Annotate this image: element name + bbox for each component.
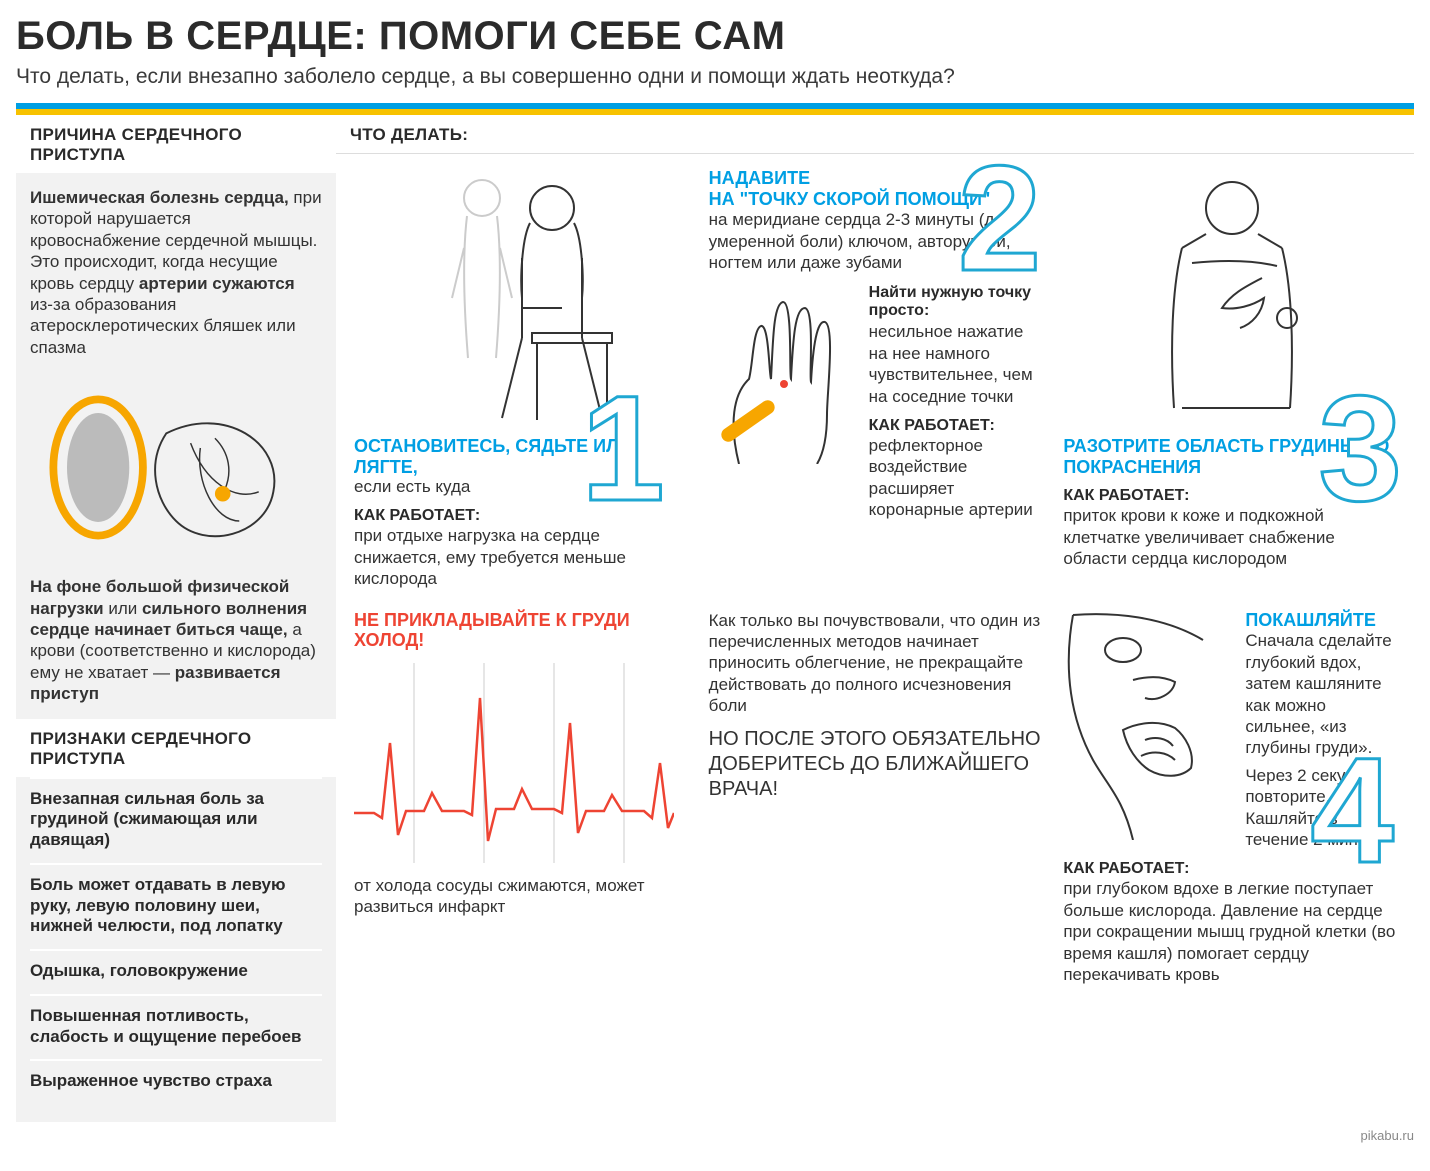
hand-point-icon (709, 284, 859, 464)
step-number-2: 2 (958, 158, 1041, 278)
step-number-4: 4 (1311, 750, 1394, 870)
relief-p1: Как только вы почувствовали, что один из… (709, 610, 1046, 717)
step4-title: ПОКАШЛЯЙТЕ (1245, 610, 1400, 631)
infographic-root: БОЛЬ В СЕРДЦЕ: ПОМОГИ СЕБЕ САМ Что делат… (0, 0, 1430, 1171)
sidebar: ПРИЧИНА СЕРДЕЧНОГО ПРИСТУПА Ишемическая … (16, 115, 336, 1122)
cause-para-1: Ишемическая болезнь сердца, при которой … (30, 187, 322, 358)
step2-body: рефлекторное воздействие расширяет корон… (869, 435, 1046, 521)
sign-item: Боль может отдавать в левую руку, левую … (30, 863, 322, 949)
relief-p2: НО ПОСЛЕ ЭТОГО ОБЯЗАТЕЛЬНО ДОБЕРИТЕСЬ ДО… (709, 727, 1046, 803)
sign-item: Повышенная потливость, слабость и ощущен… (30, 994, 322, 1059)
signs-list: Внезапная сильная боль за грудиной (сжим… (30, 777, 322, 1104)
step-2: 2 НАДАВИТЕ НА "ТОЧКУ СКОРОЙ ПОМОЩИ" на м… (709, 168, 1046, 600)
step-number-3: 3 (1319, 388, 1402, 508)
relief-block: Как только вы почувствовали, что один из… (709, 610, 1046, 986)
page-subtitle: Что делать, если внезапно заболело сердц… (16, 65, 1414, 89)
footer-credit: pikabu.ru (16, 1128, 1414, 1143)
step-4: ПОКАШЛЯЙТЕ Сначала сделайте глубокий вдо… (1063, 610, 1400, 986)
sign-item: Выраженное чувство страха (30, 1059, 322, 1104)
step-3: 3 РАЗОТРИТЕ ОБЛАСТЬ ГРУДИНЫ ДО ПОКРАСНЕН… (1063, 168, 1400, 600)
step1-body: при отдыхе нагрузка на сердце снижается,… (354, 525, 691, 589)
warn-body: от холода сосуды сжимаются, может развит… (354, 875, 691, 918)
step-1: 1 ОСТАНОВИТЕСЬ, СЯДЬТЕ ИЛИ ЛЯГТЕ, если е… (354, 168, 691, 600)
cause-heading: ПРИЧИНА СЕРДЕЧНОГО ПРИСТУПА (16, 125, 336, 165)
step2-find-body: несильное нажатие на нее намного чувстви… (869, 321, 1046, 407)
cause-para-2: На фоне большой физической нагрузки или … (30, 576, 322, 704)
step-number-1: 1 (581, 388, 664, 508)
divider-rules (16, 103, 1414, 115)
warn-title: НЕ ПРИКЛАДЫВАЙТЕ К ГРУДИ ХОЛОД! (354, 610, 691, 651)
page-title: БОЛЬ В СЕРДЦЕ: ПОМОГИ СЕБЕ САМ (16, 14, 1414, 59)
main-heading: ЧТО ДЕЛАТЬ: (350, 125, 468, 144)
step4-body-kak: при глубоком вдохе в легкие поступает бо… (1063, 878, 1400, 985)
heart-artery-icon (30, 372, 322, 562)
sign-item: Одышка, головокружение (30, 949, 322, 994)
main: ЧТО ДЕЛАТЬ: (336, 115, 1414, 1122)
signs-heading: ПРИЗНАКИ СЕРДЕЧНОГО ПРИСТУПА (16, 729, 336, 769)
cold-warning: НЕ ПРИКЛАДЫВАЙТЕ К ГРУДИ ХОЛОД! от холод… (354, 610, 691, 986)
cough-face-icon (1063, 610, 1233, 840)
ekg-icon (354, 663, 691, 863)
sign-item: Внезапная сильная боль за грудиной (сжим… (30, 777, 322, 863)
step2-kak-label: КАК РАБОТАЕТ: (869, 417, 1046, 435)
